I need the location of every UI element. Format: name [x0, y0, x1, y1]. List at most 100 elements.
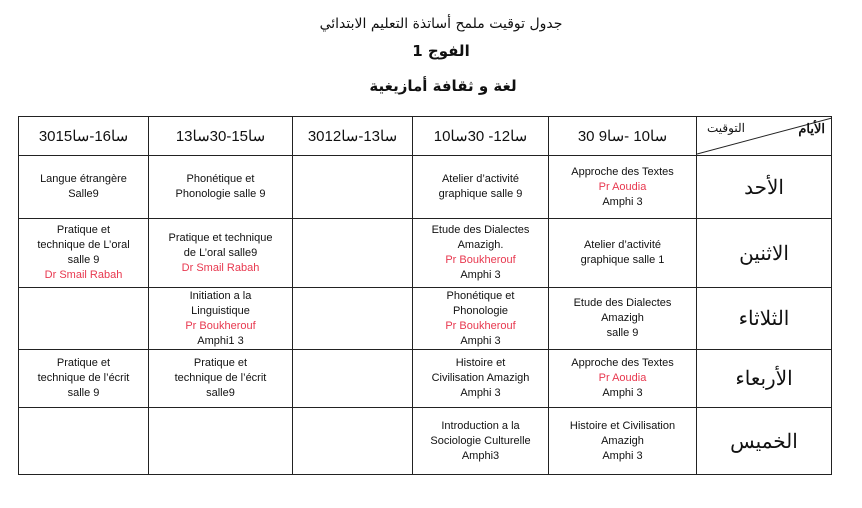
course-line: Langue étrangère	[40, 173, 127, 185]
subject-label: لغة و ثقافة أمازيغية	[369, 77, 517, 95]
class-cell: Atelier d’activité graphique salle 1	[548, 218, 697, 288]
class-cell: Pratique et technique de L’oral salle 9 Dr …	[18, 218, 149, 288]
class-cell: Phonétique et Phonologie salle 9	[148, 155, 293, 219]
time-slot-header: سا12- 30سا10	[412, 116, 549, 156]
class-cell: Atelier d’activité graphique salle 9	[412, 155, 549, 219]
course-line: Atelier d’activité	[441, 173, 520, 185]
day-label: الأحد	[696, 155, 832, 219]
class-cell: Pratique et technique de L’oral salle9 Dr …	[148, 218, 293, 288]
class-cell: Introduction a la Sociologie Culturelle Am…	[412, 407, 549, 475]
teacher-name: Pr Aoudia	[598, 372, 647, 384]
course-line: Initiation a la	[189, 289, 252, 302]
course-line: Histoire et Civilisation	[569, 419, 676, 432]
class-cell: Approche des Textes Pr Aoudia Amphi 3	[548, 155, 697, 219]
class-cell: Pratique et technique de l’écrit salle9	[148, 349, 293, 408]
day-label: الثلاثاء	[696, 287, 832, 350]
teacher-name: Pr Boukherouf	[445, 254, 516, 266]
class-cell	[292, 155, 413, 219]
group-label: الفوج 1	[412, 42, 470, 60]
course-line: salle9	[206, 387, 235, 399]
class-cell: Langue étrangère Salle9	[18, 155, 149, 219]
time-slot-header: 30سا16-سا15	[18, 116, 149, 156]
course-line: Salle9	[68, 188, 99, 200]
room-label: Amphi 3	[602, 195, 643, 208]
course-line: Atelier d’activité	[583, 239, 662, 251]
timetable: 30سا16-سا15 سا15-30سا13 30سا13-سا12 سا12…	[18, 116, 832, 475]
header-row: 30سا16-سا15 سا15-30سا13 30سا13-سا12 سا12…	[18, 116, 832, 156]
class-cell: Histoire et Civilisation Amazigh Amphi 3	[412, 349, 549, 408]
class-cell: Etude des Dialectes Amazigh salle 9	[548, 287, 697, 350]
course-line: Amazigh	[601, 434, 644, 447]
time-label: التوقيت	[707, 121, 745, 135]
table-row: Pratique et technique de l’écrit salle 9 Pr…	[18, 349, 832, 408]
class-cell	[292, 287, 413, 350]
course-line: Pratique et	[56, 224, 111, 236]
teacher-name: Dr Smail Rabah	[44, 269, 123, 281]
course-line: Histoire et	[455, 357, 506, 369]
course-line: Phonétique et	[446, 289, 515, 302]
course-line: technique de l’écrit	[174, 372, 267, 384]
course-line: Approche des Textes	[571, 165, 674, 178]
course-line: salle 9	[606, 327, 639, 339]
course-line: Pratique et technique	[168, 231, 273, 244]
class-cell	[292, 218, 413, 288]
document-title: جدول توقيت ملمح أساتذة التعليم الابتدائي	[319, 16, 563, 32]
table-row: Langue étrangère Salle9 Phonétique et Phono…	[18, 155, 832, 219]
course-line: graphique salle 9	[438, 188, 523, 200]
days-label: الأيام	[798, 121, 825, 136]
course-line: Amphi3	[461, 449, 500, 462]
diagonal-divider	[697, 117, 832, 155]
room-label: Amphi 3	[460, 334, 501, 347]
course-line: Amazigh	[601, 312, 644, 324]
class-cell: Approche des Textes Pr Aoudia Amphi 3	[548, 349, 697, 408]
class-cell: Phonétique et Phonologie Pr Boukherouf Amph…	[412, 287, 549, 350]
course-line: graphique salle 1	[580, 254, 665, 266]
course-line: Pratique et	[193, 357, 248, 369]
class-cell: Etude des Dialectes Amazigh. Pr Boukherouf…	[412, 218, 549, 288]
course-line: Pratique et	[56, 357, 111, 369]
course-line: Etude des Dialectes	[431, 224, 530, 236]
room-label: Amphi 3	[460, 269, 501, 281]
course-line: Phonologie	[452, 304, 509, 317]
teacher-name: Dr Smail Rabah	[181, 261, 260, 274]
time-slot-header: 30 سا10 -سا9	[548, 116, 697, 156]
time-slot-header: 30سا13-سا12	[292, 116, 413, 156]
course-line: de L’oral salle9	[183, 246, 258, 259]
day-label: الخميس	[696, 407, 832, 475]
course-line: technique de L’oral	[37, 239, 130, 251]
course-line: Amphi 3	[460, 387, 501, 399]
table-row: Initiation a la Linguistique Pr Boukherouf…	[18, 287, 832, 350]
course-line: Linguistique	[191, 304, 250, 317]
course-line: Phonétique et	[186, 173, 255, 185]
course-line: Amazigh.	[457, 239, 504, 251]
room-label: Amphi 3	[602, 387, 643, 399]
course-line: Phonologie salle 9	[175, 188, 266, 200]
table-row: Introduction a la Sociologie Culturelle Am…	[18, 407, 832, 475]
course-line: Introduction a la	[441, 419, 520, 432]
day-label: الأربعاء	[696, 349, 832, 408]
course-line: Sociologie Culturelle	[430, 434, 531, 447]
class-cell	[292, 349, 413, 408]
time-slot-header: سا15-30سا13	[148, 116, 293, 156]
teacher-name: Pr Boukherouf	[185, 319, 256, 332]
class-cell: Initiation a la Linguistique Pr Boukherouf…	[148, 287, 293, 350]
teacher-name: Pr Boukherouf	[445, 319, 516, 332]
course-line: technique de l’écrit	[37, 372, 130, 384]
class-cell	[18, 287, 149, 350]
course-line: salle 9	[67, 254, 100, 266]
day-label: الاثنين	[696, 218, 832, 288]
class-cell	[18, 407, 149, 475]
course-line: Amphi 3	[602, 449, 643, 462]
class-cell	[292, 407, 413, 475]
teacher-name: Pr Aoudia	[598, 180, 647, 193]
course-line: salle 9	[67, 387, 100, 399]
corner-header: الأيام التوقيت	[696, 116, 832, 156]
class-cell: Pratique et technique de l’écrit salle 9	[18, 349, 149, 408]
table-row: Pratique et technique de L’oral salle 9 Dr …	[18, 218, 832, 288]
room-label: Amphi1 3	[197, 334, 244, 347]
course-line: Civilisation Amazigh	[431, 372, 530, 384]
course-line: Approche des Textes	[571, 357, 674, 369]
class-cell	[148, 407, 293, 475]
course-line: Etude des Dialectes	[573, 297, 672, 309]
class-cell: Histoire et Civilisation Amazigh Amphi 3	[548, 407, 697, 475]
